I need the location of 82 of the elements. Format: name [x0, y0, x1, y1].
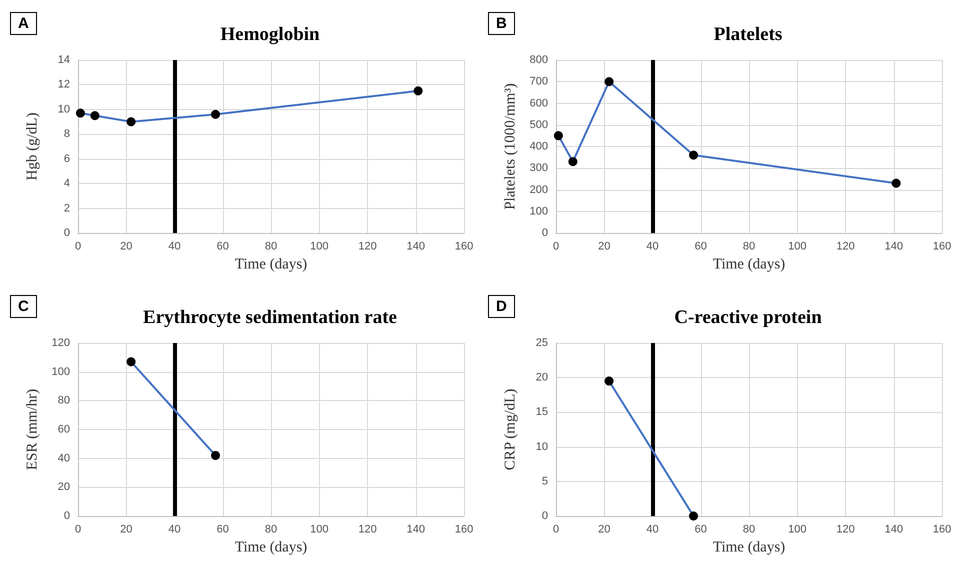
y-tick-label: 12: [58, 78, 70, 91]
y-axis-title: ESR (mm/hr): [24, 388, 40, 470]
x-tick-label: 80: [264, 524, 278, 536]
x-tick-label: 20: [598, 240, 610, 252]
y-tick-label: 120: [52, 337, 70, 349]
x-tick-label: 60: [216, 524, 229, 536]
y-tick-label: 4: [64, 178, 70, 190]
x-tick-label: 80: [742, 240, 756, 252]
x-tick-label: 60: [216, 240, 229, 252]
chart-title: Platelets: [714, 24, 782, 45]
x-tick-label: 80: [742, 524, 756, 536]
y-tick-label: 600: [530, 97, 548, 110]
x-tick-label: 120: [358, 524, 377, 536]
x-tick-label: 40: [646, 240, 659, 252]
y-axis-title: Platelets (1000/mm³): [502, 83, 518, 210]
x-axis-title: Time (days): [712, 540, 786, 556]
y-tick-label: 500: [530, 118, 548, 131]
x-axis-title: Time (days): [234, 256, 308, 272]
x-tick-label: 20: [120, 240, 132, 252]
x-tick-label: 0: [74, 524, 82, 536]
y-tick-label: 10: [58, 103, 70, 116]
x-tick-label: 120: [358, 240, 377, 252]
y-tick-label: 40: [58, 452, 70, 464]
y-tick-label: 100: [52, 366, 70, 378]
y-tick-label: 6: [64, 152, 70, 165]
x-tick-label: 60: [694, 524, 707, 536]
x-tick-label: 100: [310, 524, 328, 536]
y-tick-label: 0: [542, 510, 548, 522]
y-tick-label: 15: [536, 406, 548, 418]
y-tick-label: 200: [530, 184, 548, 196]
y-tick-label: 800: [530, 54, 548, 66]
x-tick-label: 20: [598, 524, 610, 536]
x-tick-label: 140: [406, 524, 425, 536]
x-tick-label: 0: [552, 524, 560, 536]
x-tick-label: 100: [788, 240, 806, 252]
text: B: [488, 12, 515, 35]
y-tick-label: 0: [64, 227, 70, 239]
x-tick-label: 160: [932, 240, 952, 252]
y-tick-label: 14: [58, 54, 70, 66]
x-tick-label: 40: [168, 524, 181, 536]
text: D: [488, 295, 515, 318]
chart-title: Hemoglobin: [220, 24, 320, 45]
y-tick-label: 0: [64, 510, 70, 522]
x-tick-label: 100: [310, 240, 328, 252]
text: A: [10, 12, 37, 35]
x-tick-label: 160: [454, 524, 474, 536]
y-tick-label: 10: [536, 440, 548, 453]
x-tick-label: 140: [884, 524, 903, 536]
x-tick-label: 60: [694, 240, 707, 252]
x-tick-label: 140: [406, 240, 425, 252]
y-tick-label: 5: [542, 475, 548, 488]
x-axis-title: Time (days): [234, 540, 308, 556]
y-tick-label: 20: [58, 481, 70, 494]
y-tick-label: 80: [58, 394, 70, 407]
x-tick-label: 40: [168, 240, 181, 252]
y-tick-label: 60: [58, 424, 70, 436]
y-tick-label: 700: [530, 76, 548, 88]
y-axis-title: CRP (mg/dL): [502, 388, 518, 470]
chart-title: Erythrocyte sedimentation rate: [143, 307, 397, 328]
y-tick-label: 300: [530, 162, 548, 174]
y-axis-title: Hgb (g/dL): [24, 112, 40, 180]
y-tick-label: 20: [536, 372, 548, 384]
y-tick-label: 100: [530, 205, 548, 218]
x-tick-label: 100: [788, 524, 806, 536]
x-tick-label: 40: [646, 524, 659, 536]
text: C: [10, 295, 37, 318]
chart-title: C-reactive protein: [674, 307, 822, 328]
y-tick-label: 400: [530, 140, 548, 152]
y-tick-label: 25: [536, 337, 548, 349]
x-tick-label: 160: [454, 240, 474, 252]
x-axis-title: Time (days): [712, 256, 786, 272]
y-tick-label: 8: [64, 128, 70, 140]
x-tick-label: 80: [264, 240, 278, 252]
x-tick-label: 20: [120, 524, 132, 536]
x-tick-label: 120: [836, 240, 855, 252]
x-tick-label: 0: [552, 240, 560, 252]
x-tick-label: 120: [836, 524, 855, 536]
x-tick-label: 140: [884, 240, 903, 252]
x-tick-label: 0: [74, 240, 82, 252]
y-tick-label: 2: [64, 202, 70, 214]
y-tick-label: 0: [542, 227, 548, 239]
x-tick-label: 160: [932, 524, 952, 536]
